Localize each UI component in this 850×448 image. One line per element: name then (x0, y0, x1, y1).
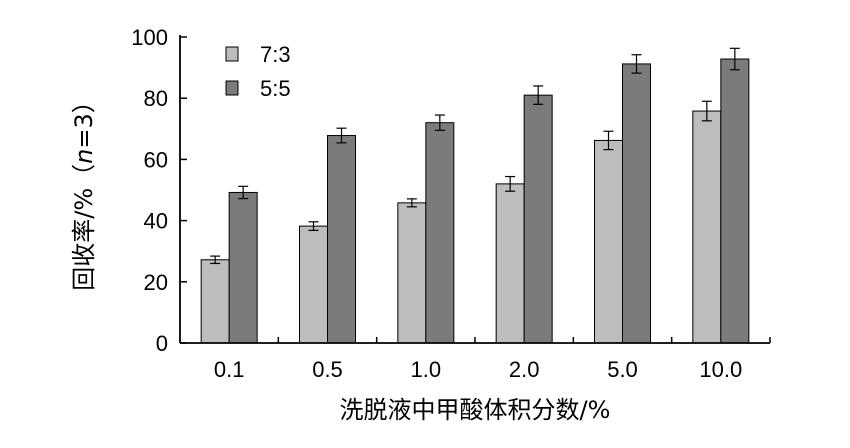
bar-series2-2 (327, 135, 356, 344)
bar-series2-1 (228, 191, 258, 344)
legend: 7:35:5 (225, 42, 291, 101)
y-tick-label-4: 60 (144, 147, 168, 172)
error-bars-layer (210, 47, 740, 265)
bar-series2-6 (720, 58, 750, 344)
bar-series1-4 (495, 183, 525, 344)
y-axis-title-variable: n (70, 149, 98, 164)
y-tick-label-1: 0 (156, 331, 168, 356)
legend-label-2: 5:5 (260, 76, 291, 101)
x-tick-label-5: 5.0 (607, 357, 638, 382)
bar-series1-3 (397, 202, 427, 344)
x-tick-label-3: 1.0 (411, 357, 442, 382)
y-tick-label-6: 100 (131, 25, 168, 50)
bar-series2-3 (425, 122, 455, 344)
y-axis-title-part-1: 回收率/%（ (70, 164, 98, 291)
x-tick-label-1: 0.1 (214, 357, 245, 382)
bar-series2-5 (622, 63, 651, 344)
bar-series1-5 (594, 139, 623, 344)
x-tick-label-2: 0.5 (312, 357, 343, 382)
y-tick-label-5: 80 (144, 86, 168, 111)
legend-swatch-2 (225, 80, 239, 96)
y-tick-label-3: 40 (144, 209, 168, 234)
y-tick-label-2: 20 (144, 270, 168, 295)
legend-swatch-1 (225, 46, 239, 62)
x-axis-title: 洗脱液中甲酸体积分数/% (340, 396, 611, 424)
x-tick-label-4: 2.0 (509, 357, 540, 382)
x-tick-label-6: 10.0 (699, 357, 742, 382)
bar-series1-1 (200, 259, 230, 344)
axes-layer: 0.1 0.5 1.0 2.0 5.0 10.0 0 20 40 60 80 100 (131, 25, 771, 382)
y-axis-title: 回收率/%（n=3） (70, 89, 98, 291)
legend-label-1: 7:3 (260, 42, 291, 67)
bar-series1-6 (692, 110, 722, 344)
bar-series1-2 (299, 225, 328, 344)
bars-layer (200, 58, 750, 344)
y-axis-title-part-2: =3） (70, 89, 98, 148)
bar-series2-4 (523, 94, 553, 344)
